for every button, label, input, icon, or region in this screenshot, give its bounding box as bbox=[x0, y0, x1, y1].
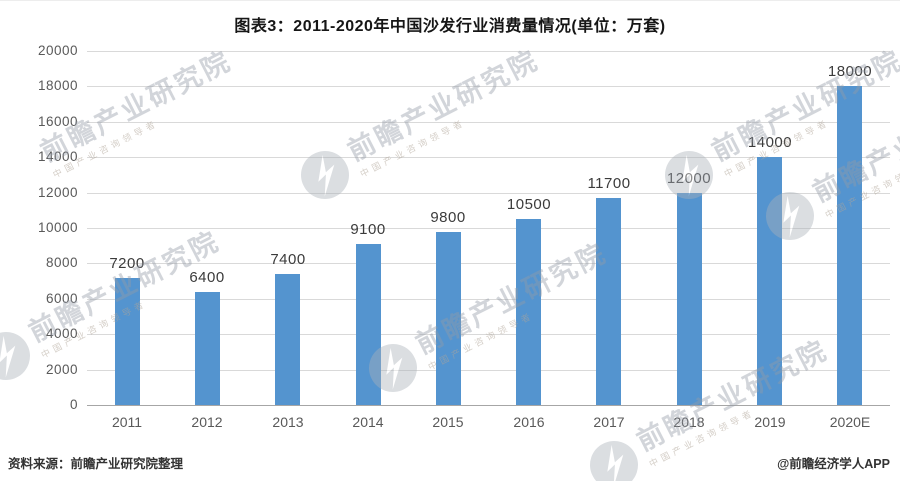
bar-value-label: 9100 bbox=[350, 221, 386, 238]
bar bbox=[516, 219, 541, 405]
bar-value-label: 14000 bbox=[747, 134, 793, 151]
y-tick-label: 16000 bbox=[37, 114, 78, 129]
x-tick-label: 2013 bbox=[272, 414, 304, 430]
y-tick-label: 10000 bbox=[37, 220, 78, 235]
gridline bbox=[87, 86, 890, 87]
y-tick-label: 8000 bbox=[45, 255, 78, 270]
x-tick-label: 2020E bbox=[829, 414, 871, 430]
bar-value-label: 12000 bbox=[666, 170, 712, 187]
y-tick-label: 20000 bbox=[37, 43, 78, 58]
gridline bbox=[87, 122, 890, 123]
bar bbox=[837, 86, 862, 405]
bar bbox=[356, 244, 381, 405]
bar-value-label: 7400 bbox=[270, 251, 306, 268]
bar-value-label: 18000 bbox=[827, 63, 873, 80]
bar bbox=[195, 292, 220, 405]
x-tick-label: 2018 bbox=[673, 414, 705, 430]
x-tick-label: 2014 bbox=[352, 414, 384, 430]
gridline bbox=[87, 334, 890, 335]
bar-value-label: 10500 bbox=[506, 196, 552, 213]
x-tick-label: 2015 bbox=[432, 414, 464, 430]
x-tick-label: 2012 bbox=[191, 414, 223, 430]
bar bbox=[677, 193, 702, 405]
x-tick-label: 2017 bbox=[593, 414, 625, 430]
y-tick-label: 2000 bbox=[45, 362, 78, 377]
bar bbox=[275, 274, 300, 405]
y-tick-label: 4000 bbox=[45, 326, 78, 341]
gridline bbox=[87, 193, 890, 194]
bar bbox=[596, 198, 621, 405]
bar-value-label: 9800 bbox=[430, 209, 466, 226]
x-tick-label: 2016 bbox=[513, 414, 545, 430]
chart-title: 图表3：2011-2020年中国沙发行业消费量情况(单位：万套) bbox=[234, 18, 666, 35]
bar bbox=[115, 278, 140, 405]
x-tick-label: 2019 bbox=[754, 414, 786, 430]
x-tick-label: 2011 bbox=[111, 414, 143, 430]
y-tick-label: 6000 bbox=[45, 291, 78, 306]
y-tick-label: 14000 bbox=[37, 149, 78, 164]
gridline bbox=[87, 51, 890, 52]
bar bbox=[757, 157, 782, 405]
gridline bbox=[87, 299, 890, 300]
gridline bbox=[87, 370, 890, 371]
source-note: 资料来源：前瞻产业研究院整理 bbox=[8, 457, 184, 471]
bar-value-label: 7200 bbox=[109, 255, 145, 272]
credit-note: @前瞻经济学人APP bbox=[777, 457, 890, 471]
x-axis-line bbox=[87, 405, 890, 406]
bar-value-label: 11700 bbox=[587, 175, 631, 192]
gridline bbox=[87, 263, 890, 264]
gridline bbox=[87, 157, 890, 158]
y-tick-label: 12000 bbox=[37, 185, 78, 200]
gridline bbox=[87, 228, 890, 229]
bar-value-label: 6400 bbox=[189, 269, 225, 286]
y-tick-label: 0 bbox=[69, 397, 78, 412]
bar bbox=[436, 232, 461, 405]
y-tick-label: 18000 bbox=[37, 78, 78, 93]
